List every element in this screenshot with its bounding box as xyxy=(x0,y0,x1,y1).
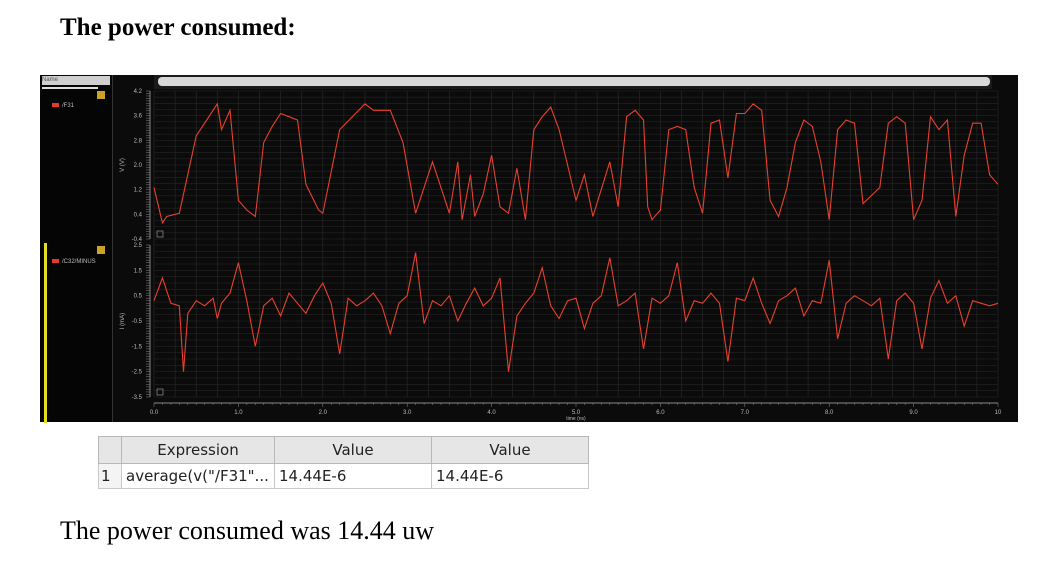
y-tick-label: 2.8 xyxy=(134,138,143,144)
x-tick-label: 2.0 xyxy=(319,410,328,416)
y-tick-label: 2.5 xyxy=(134,243,143,249)
selection-bar xyxy=(44,243,47,423)
y-tick-label: -0.4 xyxy=(132,237,143,243)
legend-swatch xyxy=(52,259,59,264)
x-axis-label: time (ns) xyxy=(566,416,586,422)
legend-label: /F31 xyxy=(62,103,75,109)
series-line xyxy=(153,252,999,372)
y-axis-label: V (V) xyxy=(120,158,126,172)
value-cell: 14.44E-6 xyxy=(274,463,432,489)
y-tick-label: -3.5 xyxy=(132,395,143,401)
y-tick-label: 4.2 xyxy=(134,89,143,95)
panel-marker-icon[interactable] xyxy=(156,388,164,396)
x-tick-label: 6.0 xyxy=(656,410,665,416)
y-tick-label: 1.2 xyxy=(134,188,143,194)
x-tick-label: 8.0 xyxy=(825,410,834,416)
waveform-viewer: Name /F31 /C32/MINUS 4.2 3.6 2.8 2.0 1.2 0.4 -… xyxy=(40,75,1018,423)
x-tick-label: 0.0 xyxy=(150,410,159,416)
column-header-expression[interactable]: Expression xyxy=(121,436,275,464)
row-index: 1 xyxy=(98,463,122,489)
filter-icon[interactable] xyxy=(97,91,105,99)
table-row[interactable]: 1 average(v("/F31"... 14.44E-6 14.44E-6 xyxy=(98,463,589,489)
result-text: The power consumed was 14.44 uw xyxy=(60,516,435,545)
y-tick-label: 3.6 xyxy=(134,114,143,120)
x-tick-label: 5.0 xyxy=(572,410,581,416)
panel-marker-icon[interactable] xyxy=(156,230,164,238)
y-tick-label: 0.5 xyxy=(134,294,143,300)
legend-entry-c32-minus[interactable]: /C32/MINUS xyxy=(52,259,96,265)
legend-panel: Name /F31 /C32/MINUS xyxy=(40,75,113,423)
x-tick-label: 10 xyxy=(995,410,1002,416)
legend-search-input[interactable]: Name xyxy=(42,76,110,85)
value-cell: 14.44E-6 xyxy=(431,463,589,489)
x-tick-label: 4.0 xyxy=(487,410,496,416)
column-header-value-2[interactable]: Value xyxy=(431,436,589,464)
y-axis-label: I (mA) xyxy=(120,313,126,329)
legend-entry-f31[interactable]: /F31 xyxy=(52,103,74,109)
expression-table: Expression Value Value 1 average(v("/F31… xyxy=(98,436,589,489)
scrollbar[interactable] xyxy=(158,77,990,86)
page-title: The power consumed: xyxy=(60,14,296,41)
waveform-plot[interactable]: 4.2 3.6 2.8 2.0 1.2 0.4 -0.4 V (V) 2.5 1.5 0.5 -0.5… xyxy=(112,75,1018,422)
expression-cell[interactable]: average(v("/F31"... xyxy=(121,463,275,489)
filter-icon[interactable] xyxy=(97,246,105,254)
x-tick-label: 9.0 xyxy=(909,410,918,416)
y-tick-label: -1.5 xyxy=(132,344,143,350)
y-tick-label: -2.5 xyxy=(132,370,143,376)
y-tick-label: 1.5 xyxy=(134,268,143,274)
table-corner xyxy=(98,436,122,464)
x-tick-label: 7.0 xyxy=(741,410,750,416)
legend-swatch xyxy=(52,103,59,108)
legend-label: /C32/MINUS xyxy=(62,259,96,265)
y-tick-label: 0.4 xyxy=(134,212,143,218)
x-tick-label: 3.0 xyxy=(403,410,412,416)
y-tick-label: 2.0 xyxy=(134,163,143,169)
y-tick-label: -0.5 xyxy=(132,319,143,325)
x-tick-label: 1.0 xyxy=(234,410,243,416)
column-header-value-1[interactable]: Value xyxy=(274,436,432,464)
series-line xyxy=(153,102,999,225)
legend-search-underline xyxy=(42,87,98,89)
